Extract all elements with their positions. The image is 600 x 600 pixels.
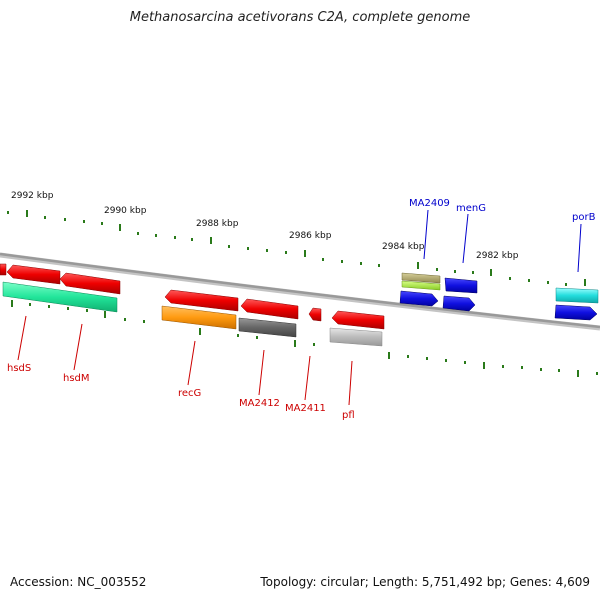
gene-arrow-menG[interactable] [444,277,478,294]
gene-arrow-recG[interactable] [164,289,239,312]
tick-label-2986: 2986 kbp [289,231,332,241]
gene-label-porB[interactable]: porB [572,212,596,223]
gene-label-MA2409[interactable]: MA2409 [409,198,450,209]
topology-text: Topology: circular; Length: 5,751,492 bp… [260,575,590,589]
accession-text: Accession: NC_003552 [10,575,147,589]
gene-label-recG[interactable]: recG [178,388,201,399]
genome-backbone-highlight [0,252,600,329]
tick-label-2982: 2982 kbp [476,251,519,261]
gene-label-MA2412[interactable]: MA2412 [239,398,280,409]
cog-bar-lime [401,280,441,291]
gene-label-hsdS[interactable]: hsdS [7,363,31,374]
map-title: Methanosarcina acetivorans C2A, complete… [129,10,471,25]
gene-arrow-porB[interactable] [554,304,598,321]
gene-label-MA2411[interactable]: MA2411 [285,403,326,414]
tick-label-2984: 2984 kbp [382,242,425,252]
gene-arrow-menG-2[interactable] [442,295,476,312]
tick-label-2990: 2990 kbp [104,206,147,216]
reverse-strand-genes [0,263,385,330]
gene-arrow-pfl[interactable] [331,310,385,330]
cog-bar-lightgray [329,327,383,347]
lower-ticks [11,300,598,377]
gene-arrow-MA2412[interactable] [240,298,299,320]
cog-bars [2,272,599,347]
upper-minor-ticks [7,211,567,286]
forward-label-lines [423,209,582,273]
cog-bar-cyan [555,287,599,304]
gene-arrow-MA2409[interactable] [399,290,439,307]
cog-bar-orange [161,305,237,330]
reverse-label-lines [17,315,353,406]
gene-arrow-hsdS[interactable] [6,264,61,285]
gene-label-hsdM[interactable]: hsdM [63,373,90,384]
tick-label-2992: 2992 kbp [11,191,54,201]
gene-label-menG[interactable]: menG [456,203,486,214]
gene-label-pfl[interactable]: pfl [342,410,355,421]
tick-label-2988: 2988 kbp [196,219,239,229]
cog-bar-olive [401,272,441,284]
gene-arrow-partial[interactable] [0,263,7,276]
forward-strand-genes [399,277,598,321]
cog-bar-green [2,281,118,313]
gene-arrow-hsdM[interactable] [59,272,121,295]
cog-bar-darkgray [238,317,297,338]
upper-major-ticks [26,210,586,286]
gene-arrow-MA2411[interactable] [308,307,322,322]
